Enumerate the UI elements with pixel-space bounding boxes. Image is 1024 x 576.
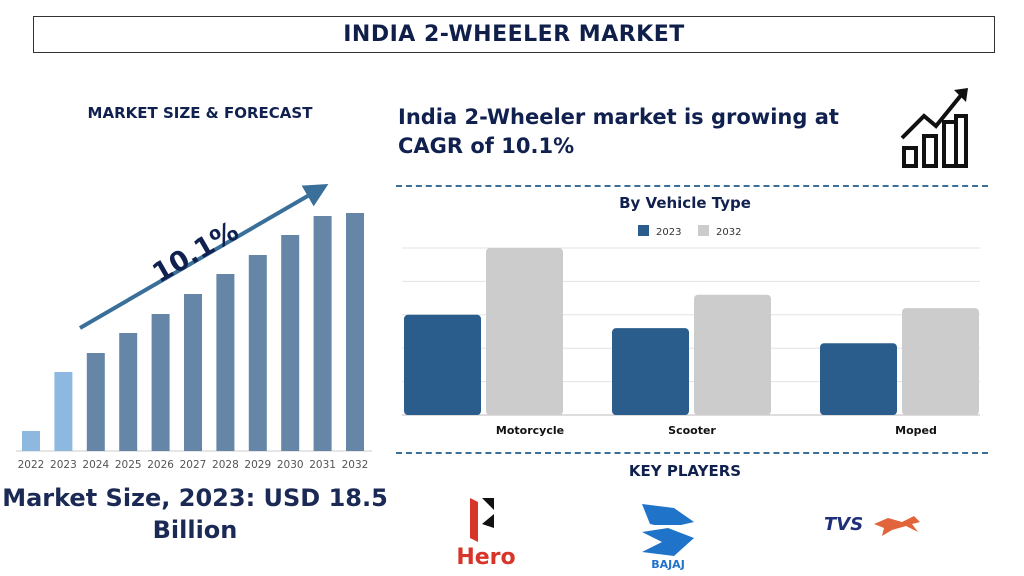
bar-motorcycle-2023 bbox=[404, 314, 481, 415]
bar-2026 bbox=[151, 314, 170, 451]
vehicle-type-chart: 2023 2032 Motorcycle Scooter Moped bbox=[402, 225, 980, 437]
bar-2027 bbox=[184, 294, 202, 451]
x-tick-label: 2029 bbox=[244, 459, 271, 471]
bar-chart-growth-arrow-icon bbox=[900, 88, 968, 168]
bar-2029 bbox=[248, 255, 267, 451]
bar-2032 bbox=[346, 213, 364, 451]
page-title: INDIA 2-WHEELER MARKET bbox=[33, 16, 995, 53]
bar-scooter-2023 bbox=[612, 328, 689, 415]
bajaj-logo: BAJAJ bbox=[642, 504, 694, 570]
category-label: Motorcycle bbox=[496, 424, 564, 437]
x-tick-label: 2025 bbox=[115, 459, 142, 471]
legend-swatch-2032 bbox=[698, 225, 709, 236]
bar-motorcycle-2032 bbox=[486, 248, 563, 415]
x-tick-label: 2030 bbox=[277, 459, 304, 471]
hero-logo: Hero bbox=[456, 498, 516, 570]
x-tick-label: 2028 bbox=[212, 459, 239, 471]
x-tick-label: 2026 bbox=[147, 459, 174, 471]
category-label: Moped bbox=[895, 424, 937, 437]
svg-text:Hero: Hero bbox=[456, 545, 515, 570]
svg-text:TVS: TVS bbox=[824, 514, 863, 535]
market-forecast-chart: 10.1% 2022 2023 2024 2025 2026 2027 2028 2029 20… bbox=[16, 183, 372, 471]
bar-2028 bbox=[216, 274, 235, 451]
bar-2022 bbox=[22, 431, 40, 451]
x-tick-label: 2024 bbox=[82, 459, 109, 471]
svg-text:BAJAJ: BAJAJ bbox=[651, 558, 685, 570]
divider bbox=[396, 185, 988, 187]
bar-2025 bbox=[119, 333, 138, 451]
bar-2024 bbox=[86, 353, 105, 451]
market-size-heading: MARKET SIZE & FORECAST bbox=[87, 104, 313, 122]
x-tick-label: 2022 bbox=[18, 459, 45, 471]
bar-moped-2032 bbox=[902, 308, 979, 415]
bar-moped-2023 bbox=[820, 343, 897, 415]
tvs-logo: TVS bbox=[824, 514, 920, 536]
bar-2023 bbox=[54, 372, 73, 451]
divider bbox=[396, 452, 988, 454]
x-tick-label: 2032 bbox=[342, 459, 369, 471]
x-tick-label: 2023 bbox=[50, 459, 77, 471]
x-tick-label: 2031 bbox=[309, 459, 336, 471]
chart-title: By Vehicle Type bbox=[619, 194, 751, 212]
growth-arrow bbox=[78, 183, 329, 330]
category-label: Scooter bbox=[668, 424, 716, 437]
headline: India 2-Wheeler market is growing at CAG… bbox=[398, 105, 839, 158]
key-players-heading: KEY PLAYERS bbox=[628, 462, 742, 480]
bar-2030 bbox=[281, 235, 300, 451]
legend-swatch-2023 bbox=[638, 225, 649, 236]
x-tick-label: 2027 bbox=[180, 459, 207, 471]
market-size-text: Market Size, 2023: USD 18.5 Billion bbox=[2, 484, 388, 544]
legend-label: 2032 bbox=[716, 227, 741, 238]
bar-2031 bbox=[313, 216, 332, 451]
bar-scooter-2032 bbox=[694, 294, 771, 415]
legend-label: 2023 bbox=[656, 227, 681, 238]
